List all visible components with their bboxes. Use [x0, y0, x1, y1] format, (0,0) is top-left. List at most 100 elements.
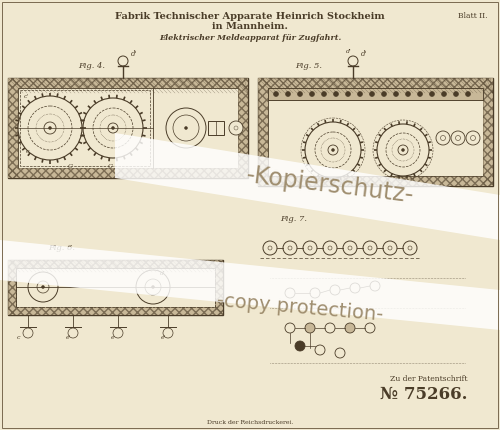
Bar	[16, 268, 215, 307]
Circle shape	[330, 285, 340, 295]
Circle shape	[322, 92, 326, 96]
Circle shape	[346, 92, 350, 96]
Text: e': e'	[160, 335, 166, 340]
Circle shape	[348, 56, 358, 66]
Circle shape	[365, 323, 375, 333]
Bar	[8, 78, 248, 178]
Bar	[258, 78, 493, 186]
Text: c': c'	[24, 94, 29, 99]
Bar	[16, 268, 215, 307]
Circle shape	[363, 241, 377, 255]
Circle shape	[370, 281, 380, 291]
Circle shape	[454, 92, 458, 96]
Text: Elektrischer Meldeapparat für Zugfahrt.: Elektrischer Meldeapparat für Zugfahrt.	[159, 34, 341, 42]
Circle shape	[152, 286, 154, 289]
Circle shape	[310, 92, 314, 96]
Bar	[268, 88, 483, 100]
Bar	[8, 260, 223, 315]
Text: -copy protection-: -copy protection-	[216, 291, 384, 325]
Circle shape	[28, 272, 58, 302]
Text: Fabrik Technischer Apparate Heinrich Stockheim: Fabrik Technischer Apparate Heinrich Sto…	[115, 12, 385, 21]
Circle shape	[436, 131, 450, 145]
Circle shape	[377, 124, 429, 176]
Circle shape	[466, 92, 470, 96]
Circle shape	[112, 126, 114, 129]
Text: d': d'	[160, 271, 166, 276]
Circle shape	[303, 241, 317, 255]
Bar	[8, 168, 248, 178]
Bar	[238, 78, 248, 178]
Text: C': C'	[318, 177, 324, 182]
Circle shape	[166, 108, 206, 148]
Circle shape	[136, 270, 170, 304]
Circle shape	[451, 131, 465, 145]
Bar	[258, 78, 493, 88]
Polygon shape	[0, 240, 500, 330]
Circle shape	[334, 92, 338, 96]
Text: Fig. 5.: Fig. 5.	[295, 62, 322, 70]
Circle shape	[310, 288, 320, 298]
Text: Fig. 7.: Fig. 7.	[280, 215, 307, 223]
Circle shape	[315, 345, 325, 355]
Text: c: c	[16, 335, 20, 340]
Circle shape	[83, 98, 143, 158]
Circle shape	[332, 148, 334, 151]
Circle shape	[403, 241, 417, 255]
Circle shape	[305, 122, 361, 178]
Text: e: e	[111, 335, 115, 340]
Bar	[258, 78, 268, 186]
Text: Zu der Patentschrift: Zu der Patentschrift	[390, 375, 468, 383]
Bar	[268, 88, 483, 176]
Bar	[208, 121, 224, 135]
Text: -Kopierschutz-: -Kopierschutz-	[244, 163, 416, 207]
Circle shape	[406, 92, 410, 96]
Circle shape	[325, 323, 335, 333]
Text: C': C'	[68, 164, 74, 169]
Text: c: c	[26, 149, 30, 154]
Circle shape	[48, 126, 51, 129]
Bar	[483, 78, 493, 186]
Circle shape	[118, 56, 128, 66]
Circle shape	[402, 148, 404, 151]
Circle shape	[274, 92, 278, 96]
Circle shape	[42, 286, 44, 289]
Circle shape	[285, 288, 295, 298]
Text: № 75266.: № 75266.	[380, 386, 468, 403]
Text: d': d'	[346, 49, 352, 54]
Circle shape	[18, 96, 82, 160]
Circle shape	[285, 323, 295, 333]
Bar	[215, 260, 223, 315]
Circle shape	[345, 323, 355, 333]
Bar	[18, 88, 238, 168]
Bar	[8, 260, 16, 315]
Text: Blatt II.: Blatt II.	[458, 12, 488, 20]
Circle shape	[466, 131, 480, 145]
Text: C': C'	[108, 164, 114, 169]
Bar	[8, 78, 248, 88]
Circle shape	[442, 92, 446, 96]
Text: C': C'	[398, 177, 404, 182]
Circle shape	[286, 92, 290, 96]
Circle shape	[298, 92, 302, 96]
Bar	[8, 78, 18, 178]
Text: Druck der Reichsdruckerei.: Druck der Reichsdruckerei.	[207, 420, 293, 425]
Bar	[20, 90, 150, 166]
Text: in Mannheim.: in Mannheim.	[212, 22, 288, 31]
Text: d': d'	[361, 50, 368, 58]
Text: d': d'	[131, 50, 138, 58]
Bar	[8, 260, 223, 268]
Circle shape	[370, 92, 374, 96]
Circle shape	[323, 241, 337, 255]
Polygon shape	[115, 133, 500, 240]
Circle shape	[382, 92, 386, 96]
Circle shape	[305, 323, 315, 333]
Circle shape	[283, 241, 297, 255]
Bar	[8, 307, 223, 315]
Text: Fig. 4.: Fig. 4.	[78, 62, 105, 70]
Circle shape	[394, 92, 398, 96]
Circle shape	[343, 241, 357, 255]
Circle shape	[335, 348, 345, 358]
Circle shape	[383, 241, 397, 255]
Text: Fig. 6.: Fig. 6.	[48, 244, 75, 252]
Bar	[258, 176, 493, 186]
